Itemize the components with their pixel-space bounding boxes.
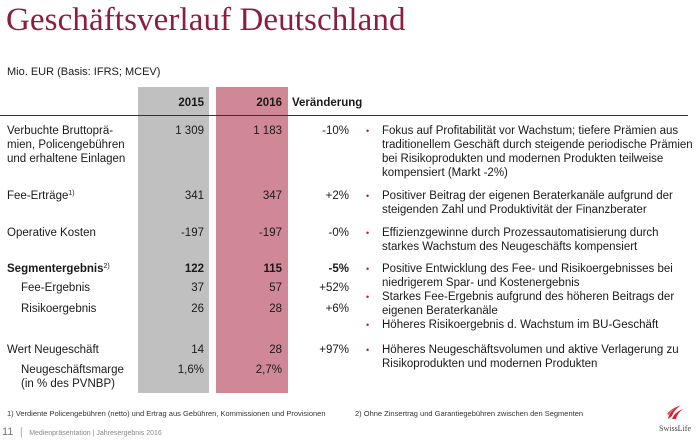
row-label-text: Fee-Erträge: [7, 190, 69, 202]
bullet-text: Effizienzgewinne durch Prozessautomatisi…: [382, 227, 659, 253]
value-2015: 1 309: [175, 125, 204, 137]
row-label: Segmentergebnis2): [7, 262, 110, 276]
value-change: +2%: [325, 190, 349, 202]
logo-text: SwissLife: [659, 424, 691, 433]
unit-subtitle: Mio. EUR (Basis: IFRS; MCEV): [7, 66, 161, 78]
footer-separator: |: [19, 426, 23, 438]
value-change: +52%: [319, 282, 349, 294]
bullet-icon: •: [366, 228, 370, 238]
value-change: -5%: [328, 263, 349, 275]
value-change: -10%: [322, 125, 349, 137]
footer: 11 | Medienpräsentation | Jahresergebnis…: [2, 422, 162, 440]
footnote-2: 2) Ohne Zinsertrag und Garantiegebühren …: [355, 409, 584, 418]
row-label: Verbuchte Bruttoprä-: [7, 125, 114, 137]
value-2016: 2,7%: [255, 364, 282, 376]
footnote-ref: 1): [68, 190, 75, 197]
bullet-text: Positive Entwicklung des Fee- und Risiko…: [382, 263, 673, 289]
value-2015: -197: [180, 227, 204, 239]
footnote-1: 1) Verdiente Policengebühren (netto) und…: [7, 409, 326, 418]
value-change: +97%: [319, 344, 349, 356]
bullet-text: Fokus auf Profitabilität vor Wachstum; t…: [382, 125, 693, 179]
bullet-icon: •: [366, 345, 370, 355]
value-2016: -197: [258, 227, 282, 239]
page-title: Geschäftsverlauf Deutschland: [6, 2, 406, 38]
value-2015: 341: [184, 190, 204, 202]
footnote-ref: 2): [103, 263, 110, 270]
row-label: Fee-Erträge1): [7, 189, 75, 203]
header-divider: [0, 115, 688, 116]
row-label: Risikoergebnis: [21, 303, 97, 315]
row-label: und erhaltene Einlagen: [7, 153, 126, 165]
row-label: Operative Kosten: [7, 227, 96, 239]
footer-text: Medienpräsentation | Jahresergebnis 2016: [29, 430, 162, 437]
value-2016: 28: [269, 303, 282, 315]
bullet-text: Starkes Fee-Ergebnis aufgrund des höhere…: [382, 291, 675, 317]
header-2015: 2015: [178, 97, 204, 109]
bullet-text: Höheres Risikoergebnis d. Wachstum im BU…: [382, 319, 659, 331]
value-2016: 347: [262, 190, 282, 202]
bullet-icon: •: [366, 292, 370, 302]
header-2016: 2016: [256, 97, 282, 109]
row-label: mien, Policengebühren: [7, 139, 125, 151]
bullet-icon: •: [366, 191, 370, 201]
value-change: +6%: [325, 303, 349, 315]
page-number: 11: [2, 426, 14, 438]
swisslife-flame-icon: [667, 405, 683, 419]
row-label-text: Segmentergebnis: [7, 263, 104, 275]
row-label: Wert Neugeschäft: [7, 344, 99, 356]
bullet-icon: •: [366, 126, 370, 136]
value-2015: 1,6%: [177, 364, 204, 376]
value-2015: 26: [191, 303, 204, 315]
bullet-text: Höheres Neugeschäftsvolumen und aktive V…: [382, 344, 679, 370]
value-2015: 122: [184, 263, 204, 275]
value-2016: 57: [269, 282, 282, 294]
bullet-icon: •: [366, 320, 370, 330]
value-2016: 1 183: [253, 125, 282, 137]
value-2016: 115: [263, 263, 282, 275]
value-2016: 28: [269, 344, 282, 356]
row-label: Fee-Ergebnis: [21, 282, 91, 294]
value-2015: 37: [191, 282, 204, 294]
row-label: (in % des PVNBP): [21, 378, 115, 390]
value-change: -0%: [328, 227, 349, 239]
row-label: Neugeschäftsmarge: [21, 364, 124, 376]
column-highlight-2015: [138, 87, 209, 393]
value-2015: 14: [191, 344, 204, 356]
bullet-text: Positiver Beitrag der eigenen Beraterkan…: [382, 190, 673, 216]
column-highlight-2016: [216, 87, 288, 393]
header-change: Veränderung: [292, 97, 363, 109]
swisslife-logo: SwissLife: [654, 404, 696, 433]
bullet-icon: •: [366, 264, 370, 274]
